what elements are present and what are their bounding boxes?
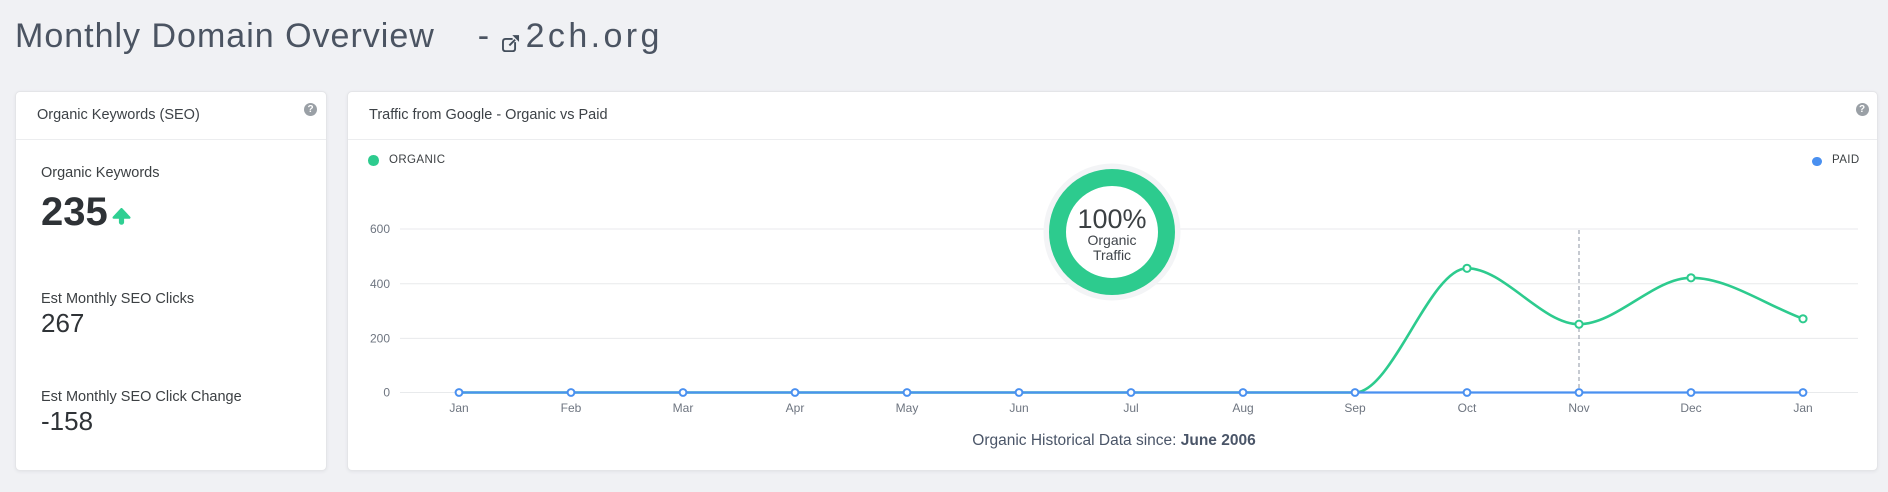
svg-text:Jan: Jan <box>449 401 468 415</box>
svg-text:Organic Historical Data since:: Organic Historical Data since: June 2006 <box>972 432 1256 449</box>
svg-text:Sep: Sep <box>1344 401 1366 415</box>
svg-text:Feb: Feb <box>561 401 582 415</box>
svg-text:Apr: Apr <box>786 401 805 415</box>
svg-text:May: May <box>896 401 919 415</box>
svg-text:Organic: Organic <box>1087 232 1136 248</box>
svg-text:200: 200 <box>370 331 390 345</box>
svg-text:Jan: Jan <box>1793 401 1812 415</box>
svg-text:Nov: Nov <box>1568 401 1589 415</box>
svg-text:Aug: Aug <box>1232 401 1253 415</box>
svg-text:400: 400 <box>370 277 390 291</box>
svg-text:Jun: Jun <box>1009 401 1028 415</box>
svg-text:600: 600 <box>370 222 390 236</box>
svg-text:Traffic: Traffic <box>1093 247 1131 263</box>
svg-text:Oct: Oct <box>1458 401 1477 415</box>
svg-text:0: 0 <box>383 386 390 400</box>
svg-text:Jul: Jul <box>1123 401 1138 415</box>
svg-text:Mar: Mar <box>673 401 694 415</box>
svg-text:Dec: Dec <box>1680 401 1701 415</box>
svg-text:100%: 100% <box>1077 204 1146 234</box>
